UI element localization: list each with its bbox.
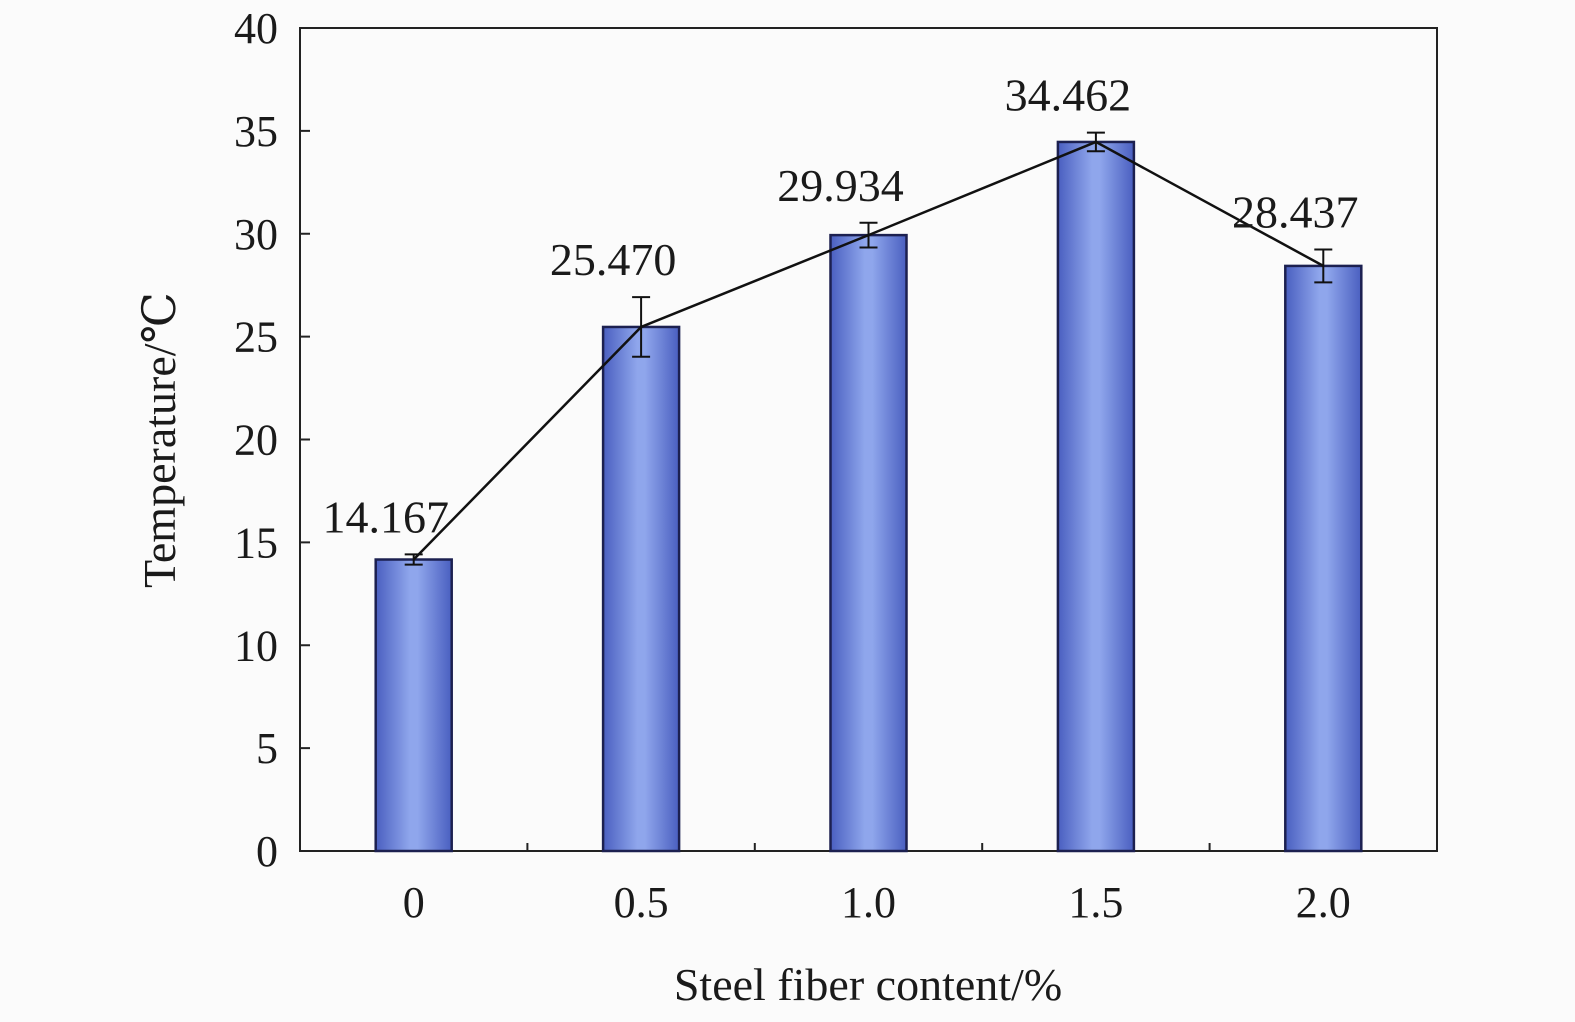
x-tick-label: 2.0 [1296, 878, 1351, 927]
y-tick-label: 10 [234, 621, 278, 670]
x-tick-label: 1.0 [841, 878, 896, 927]
error-bar [859, 221, 878, 249]
data-labels-group: 14.167 25.470 29.934 34.462 28.437 [322, 70, 1358, 543]
y-tick-label: 5 [256, 724, 278, 773]
y-tick-label: 25 [234, 313, 278, 362]
bar-0.5 [601, 325, 681, 853]
data-label: 28.437 [1232, 186, 1359, 237]
error-bar [1314, 248, 1333, 284]
y-tick-label: 20 [234, 416, 278, 465]
y-axis: 0 5 10 15 20 25 30 35 40 [234, 4, 310, 876]
data-label: 25.470 [550, 234, 677, 285]
bar-2.0 [1284, 264, 1363, 853]
y-tick-label: 0 [256, 827, 278, 876]
x-tick-label: 0.5 [614, 878, 669, 927]
y-tick-label: 40 [234, 4, 278, 53]
data-label: 34.462 [1005, 70, 1132, 121]
x-tick-label: 0 [403, 878, 425, 927]
x-tick-label: 1.5 [1068, 878, 1123, 927]
x-axis-title: Steel fiber content/% [674, 959, 1062, 1010]
error-bars-group [404, 131, 1333, 566]
y-tick-label: 35 [234, 107, 278, 156]
data-label: 29.934 [777, 160, 904, 211]
y-tick-label: 15 [234, 518, 278, 567]
error-bar [632, 296, 651, 358]
data-label: 14.167 [322, 491, 449, 542]
bar-0 [374, 558, 453, 853]
bar-1.0 [829, 233, 908, 853]
error-bar [404, 553, 423, 566]
y-tick-label: 30 [234, 210, 278, 259]
error-bar [1086, 131, 1105, 153]
bar-1.5 [1056, 140, 1136, 853]
y-axis-title: Temperature/℃ [134, 292, 185, 588]
x-axis: 0 0.5 1.0 1.5 2.0 [299, 843, 1351, 927]
